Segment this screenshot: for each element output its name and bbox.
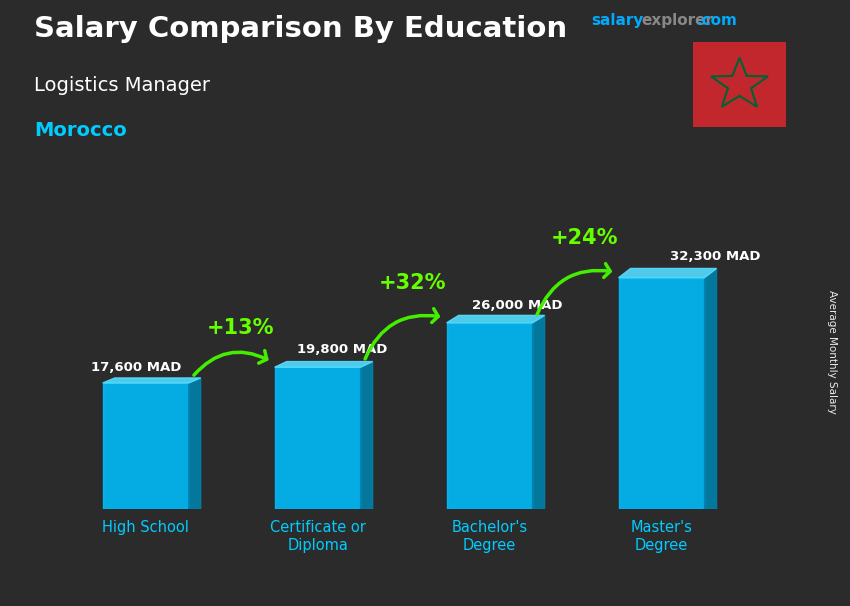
Text: .com: .com — [697, 13, 738, 28]
Text: +24%: +24% — [551, 228, 618, 248]
Text: +32%: +32% — [378, 273, 446, 293]
Text: Average Monthly Salary: Average Monthly Salary — [827, 290, 837, 413]
Text: 19,800 MAD: 19,800 MAD — [297, 344, 388, 356]
Polygon shape — [189, 378, 201, 509]
Polygon shape — [705, 268, 717, 509]
Polygon shape — [619, 278, 705, 509]
Polygon shape — [619, 268, 717, 278]
Polygon shape — [103, 378, 201, 383]
Polygon shape — [275, 367, 360, 509]
Text: +13%: +13% — [207, 318, 274, 338]
Text: explorer: explorer — [642, 13, 714, 28]
Text: Salary Comparison By Education: Salary Comparison By Education — [34, 15, 567, 43]
Polygon shape — [103, 383, 189, 509]
Text: Logistics Manager: Logistics Manager — [34, 76, 210, 95]
Text: Morocco: Morocco — [34, 121, 127, 140]
Polygon shape — [275, 362, 372, 367]
Text: 32,300 MAD: 32,300 MAD — [670, 250, 761, 264]
Text: 17,600 MAD: 17,600 MAD — [91, 361, 181, 375]
Polygon shape — [446, 323, 533, 509]
Polygon shape — [446, 315, 545, 323]
Text: 26,000 MAD: 26,000 MAD — [473, 299, 563, 312]
Text: salary: salary — [591, 13, 643, 28]
Polygon shape — [360, 362, 372, 509]
Polygon shape — [533, 315, 545, 509]
